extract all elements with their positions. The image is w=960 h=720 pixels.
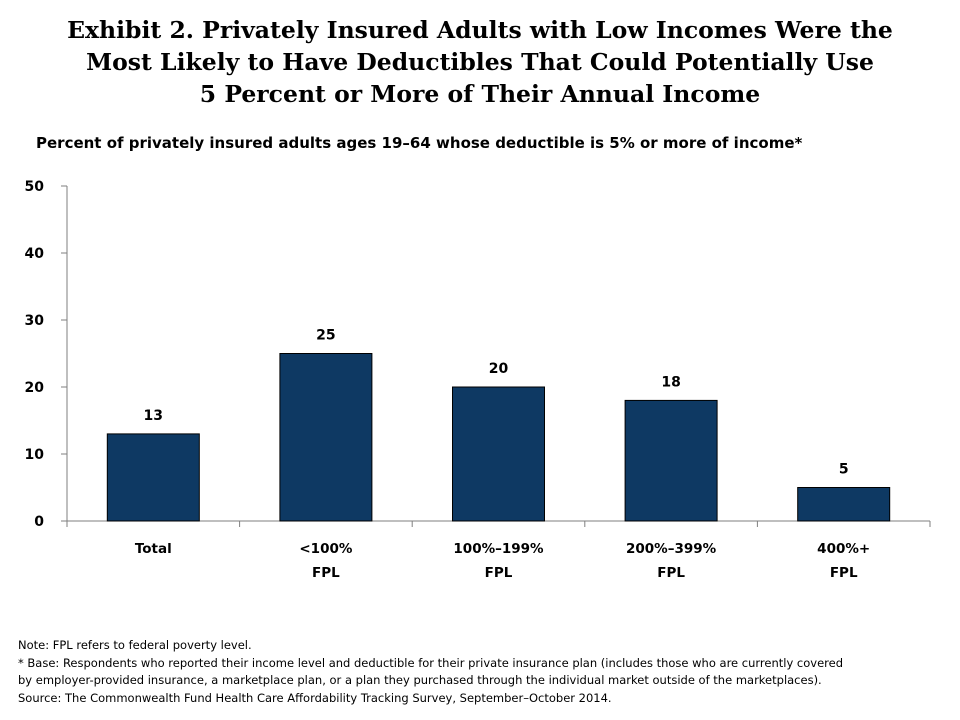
chart-subtitle: Percent of privately insured adults ages… — [36, 134, 803, 152]
data-label: 13 — [144, 408, 163, 424]
x-category-label: FPL — [657, 565, 685, 581]
bar — [797, 487, 891, 522]
y-tick-label: 20 — [25, 380, 45, 396]
title-line-3: 5 Percent or More of Their Annual Income — [199, 80, 761, 108]
bar — [452, 386, 545, 522]
note-fpl: Note: FPL refers to federal poverty leve… — [18, 638, 252, 652]
bar — [279, 353, 373, 522]
y-tick-label: 0 — [34, 514, 44, 530]
y-tick-label: 50 — [25, 179, 45, 195]
x-category-label: Total — [135, 541, 172, 557]
x-category-label: FPL — [830, 565, 858, 581]
y-tick-label: 10 — [25, 447, 45, 463]
x-category-label: 400%+ — [817, 541, 870, 557]
note-base-1: * Base: Respondents who reported their i… — [18, 655, 844, 670]
data-label: 18 — [661, 374, 680, 390]
x-category-label: FPL — [312, 565, 340, 581]
note-base-2: by employer-provided insurance, a market… — [18, 673, 822, 687]
title-line-1: Exhibit 2. Privately Insured Adults with… — [67, 16, 893, 44]
note-source: Source: The Commonwealth Fund Health Car… — [18, 690, 612, 705]
data-label: 20 — [489, 361, 509, 377]
bar — [624, 399, 718, 522]
x-category-label: 200%–399% — [626, 541, 717, 557]
x-category-label: <100% — [299, 541, 352, 557]
footnotes: Note: FPL refers to federal poverty leve… — [18, 637, 948, 707]
y-tick-label: 40 — [25, 246, 45, 262]
title-line-2: Most Likely to Have Deductibles That Cou… — [86, 48, 874, 76]
x-category-label: FPL — [485, 565, 513, 581]
x-category-label: 100%–199% — [453, 541, 544, 557]
data-label: 25 — [316, 328, 335, 344]
bar — [106, 433, 200, 522]
y-tick-label: 30 — [25, 313, 45, 329]
data-label: 5 — [839, 462, 849, 478]
chart-title: Exhibit 2. Privately Insured Adults with… — [20, 14, 940, 110]
